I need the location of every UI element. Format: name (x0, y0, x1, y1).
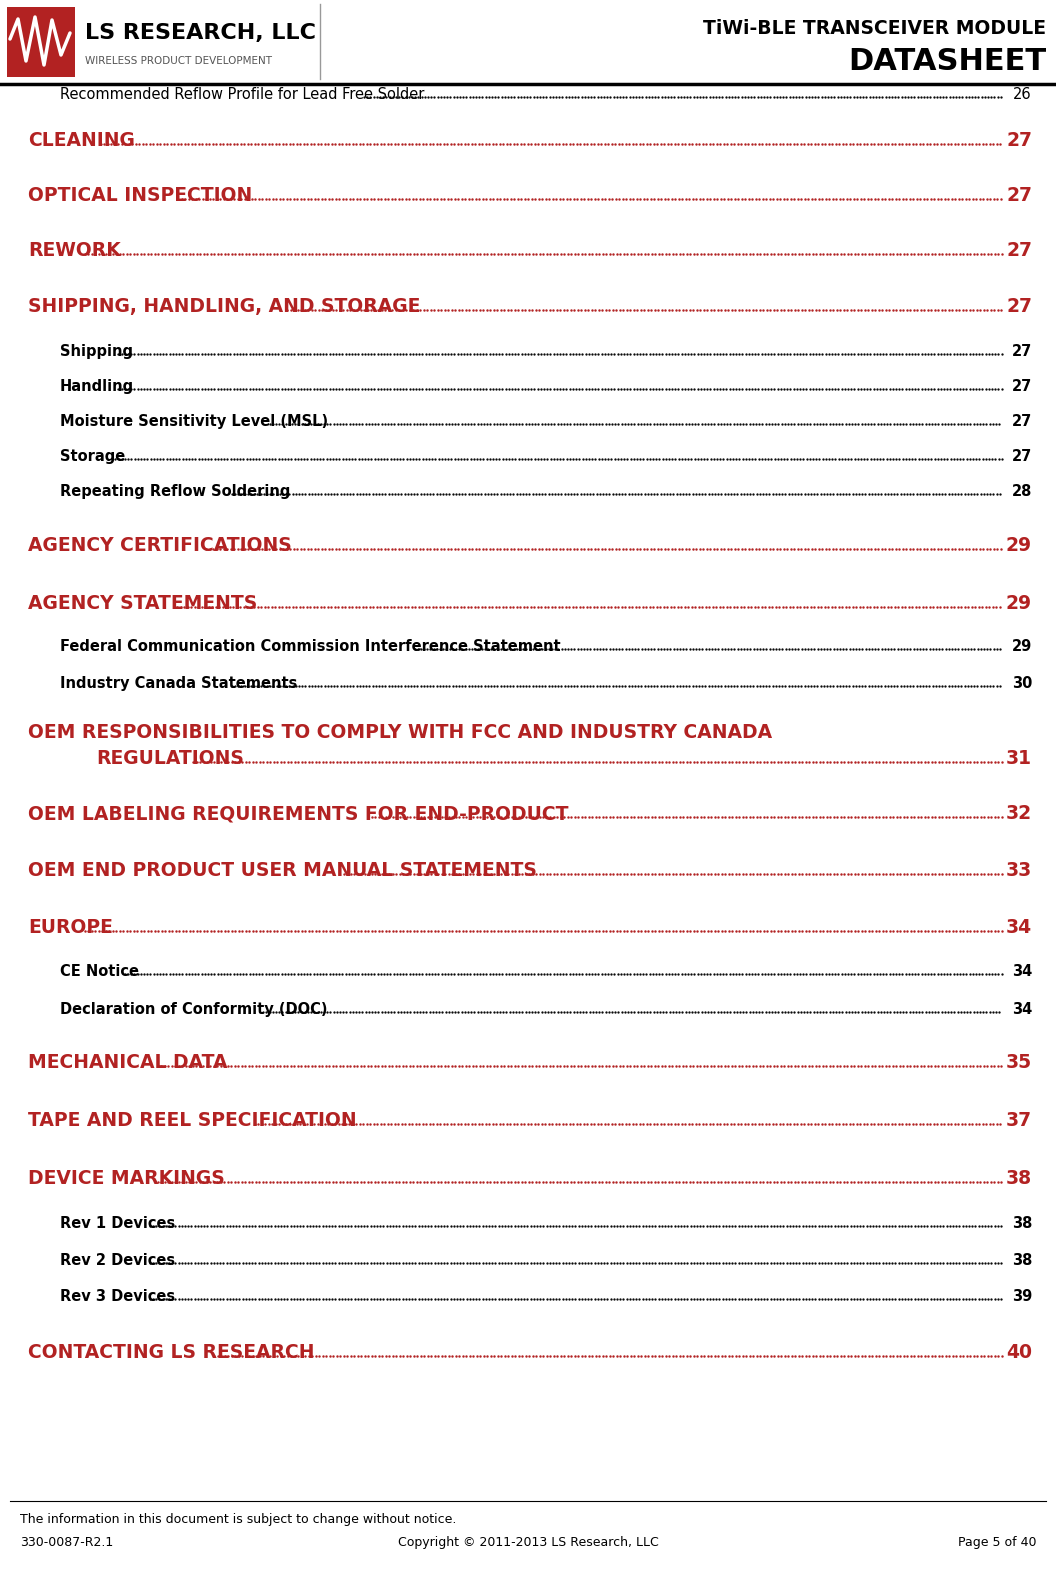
Text: CE Notice: CE Notice (60, 965, 139, 979)
Text: 27: 27 (1012, 414, 1032, 429)
Text: OEM LABELING REQUIREMENTS FOR END-PRODUCT: OEM LABELING REQUIREMENTS FOR END-PRODUC… (29, 804, 568, 823)
Text: OEM END PRODUCT USER MANUAL STATEMENTS: OEM END PRODUCT USER MANUAL STATEMENTS (29, 860, 536, 879)
Text: OEM RESPONSIBILITIES TO COMPLY WITH FCC AND INDUSTRY CANADA: OEM RESPONSIBILITIES TO COMPLY WITH FCC … (29, 723, 772, 742)
Text: 40: 40 (1006, 1343, 1032, 1362)
Text: REWORK: REWORK (29, 241, 120, 260)
Text: 38: 38 (1012, 1253, 1032, 1269)
Text: 32: 32 (1006, 804, 1032, 823)
Text: Handling: Handling (60, 378, 134, 394)
Text: LS RESEARCH, LLC: LS RESEARCH, LLC (84, 24, 316, 43)
Text: 38: 38 (1012, 1217, 1032, 1231)
Text: WIRELESS PRODUCT DEVELOPMENT: WIRELESS PRODUCT DEVELOPMENT (84, 57, 272, 66)
Text: 27: 27 (1012, 344, 1032, 359)
Text: 34: 34 (1012, 965, 1032, 979)
Text: 27: 27 (1012, 449, 1032, 463)
Text: 27: 27 (1006, 241, 1032, 260)
Text: Shipping: Shipping (60, 344, 133, 359)
Text: 29: 29 (1006, 536, 1032, 555)
Text: Copyright © 2011-2013 LS Research, LLC: Copyright © 2011-2013 LS Research, LLC (398, 1537, 658, 1549)
Text: 27: 27 (1006, 186, 1032, 205)
Text: 34: 34 (1012, 1002, 1032, 1017)
Text: Page 5 of 40: Page 5 of 40 (958, 1537, 1036, 1549)
Text: 33: 33 (1005, 860, 1032, 879)
Text: EUROPE: EUROPE (29, 917, 113, 938)
Bar (0, 0, 1056, 84)
Text: Storage: Storage (60, 449, 126, 463)
Text: Industry Canada Statements: Industry Canada Statements (60, 676, 298, 690)
Text: 29: 29 (1012, 638, 1032, 654)
Text: 39: 39 (1012, 1289, 1032, 1303)
Text: CONTACTING LS RESEARCH: CONTACTING LS RESEARCH (29, 1343, 315, 1362)
Text: 35: 35 (1006, 1053, 1032, 1072)
Text: MECHANICAL DATA: MECHANICAL DATA (29, 1053, 227, 1072)
Text: CLEANING: CLEANING (29, 131, 135, 150)
Text: 27: 27 (1012, 378, 1032, 394)
Text: OPTICAL INSPECTION: OPTICAL INSPECTION (29, 186, 252, 205)
Text: TiWi-BLE TRANSCEIVER MODULE: TiWi-BLE TRANSCEIVER MODULE (703, 19, 1046, 38)
Text: 34: 34 (1006, 917, 1032, 938)
Text: The information in this document is subject to change without notice.: The information in this document is subj… (20, 1513, 456, 1526)
Text: AGENCY STATEMENTS: AGENCY STATEMENTS (29, 594, 258, 613)
Text: DEVICE MARKINGS: DEVICE MARKINGS (29, 1169, 225, 1188)
Text: Rev 1 Devices: Rev 1 Devices (60, 1217, 175, 1231)
Text: 31: 31 (1006, 749, 1032, 768)
Text: SHIPPING, HANDLING, AND STORAGE: SHIPPING, HANDLING, AND STORAGE (29, 296, 420, 317)
Text: 26: 26 (1014, 87, 1032, 102)
Text: 330-0087-R2.1: 330-0087-R2.1 (20, 1537, 113, 1549)
Text: 37: 37 (1006, 1111, 1032, 1130)
Text: 30: 30 (1012, 676, 1032, 690)
Text: Moisture Sensitivity Level (MSL): Moisture Sensitivity Level (MSL) (60, 414, 328, 429)
Text: Federal Communication Commission Interference Statement: Federal Communication Commission Interfe… (60, 638, 561, 654)
Text: 29: 29 (1006, 594, 1032, 613)
Text: Repeating Reflow Soldering: Repeating Reflow Soldering (60, 484, 290, 500)
Text: 28: 28 (1012, 484, 1032, 500)
Text: Recommended Reflow Profile for Lead Free Solder: Recommended Reflow Profile for Lead Free… (60, 87, 425, 102)
Bar (7, 6, 75, 77)
Text: 38: 38 (1006, 1169, 1032, 1188)
Text: AGENCY CERTIFICATIONS: AGENCY CERTIFICATIONS (29, 536, 291, 555)
Text: REGULATIONS: REGULATIONS (96, 749, 244, 768)
Text: DATASHEET: DATASHEET (848, 47, 1046, 76)
Text: TAPE AND REEL SPECIFICATION: TAPE AND REEL SPECIFICATION (29, 1111, 357, 1130)
Text: Declaration of Conformity (DOC): Declaration of Conformity (DOC) (60, 1002, 327, 1017)
Text: Rev 3 Devices: Rev 3 Devices (60, 1289, 175, 1303)
Text: 27: 27 (1006, 296, 1032, 317)
Text: Rev 2 Devices: Rev 2 Devices (60, 1253, 175, 1269)
Text: 27: 27 (1006, 131, 1032, 150)
